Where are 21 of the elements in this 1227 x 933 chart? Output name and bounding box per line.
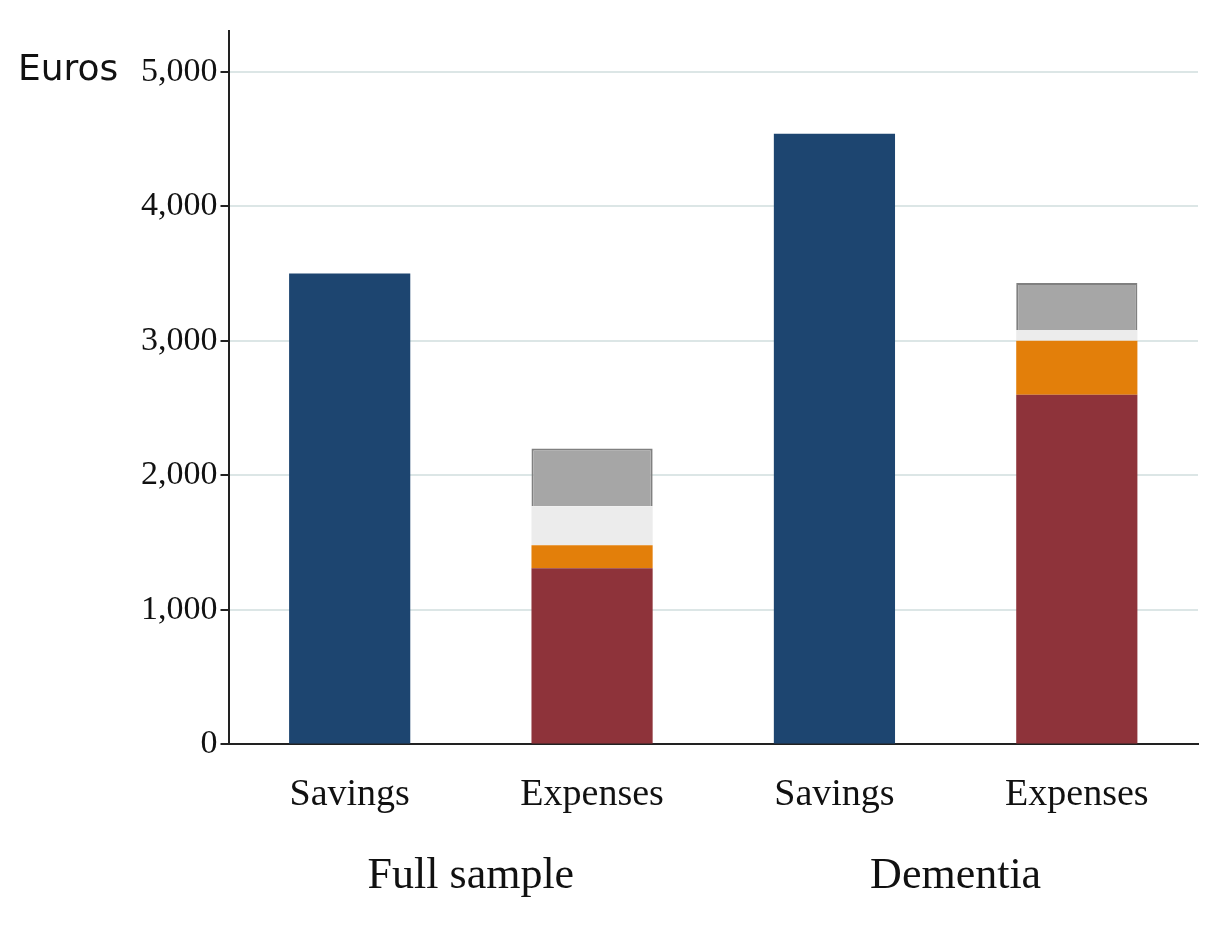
y-tick-label: 0 bbox=[200, 723, 218, 761]
x-tick-label: Savings bbox=[774, 771, 895, 814]
y-axis-title: Euros bbox=[18, 47, 119, 89]
x-tick-label: Savings bbox=[289, 771, 410, 814]
bar bbox=[1016, 330, 1138, 341]
bar bbox=[531, 545, 653, 569]
bar bbox=[773, 133, 896, 744]
bar bbox=[531, 568, 653, 744]
y-tick-label: 4,000 bbox=[141, 185, 218, 223]
y-tick-label: 5,000 bbox=[141, 50, 218, 88]
bar bbox=[1016, 340, 1138, 395]
bar bbox=[1016, 394, 1138, 744]
text: Full sample bbox=[367, 848, 575, 898]
x-tick-label: Expenses bbox=[520, 771, 664, 814]
x-tick-label: Expenses bbox=[1005, 771, 1149, 814]
text: Dementia bbox=[870, 848, 1042, 898]
y-tick-label: 3,000 bbox=[141, 319, 218, 357]
y-tick-label: 1,000 bbox=[141, 588, 218, 626]
y-tick-label: 2,000 bbox=[141, 454, 218, 492]
bar bbox=[289, 273, 411, 744]
bar bbox=[531, 506, 653, 546]
